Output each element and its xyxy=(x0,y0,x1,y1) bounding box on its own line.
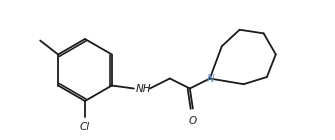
Text: N: N xyxy=(207,74,215,83)
Text: Cl: Cl xyxy=(80,122,90,132)
Text: NH: NH xyxy=(136,83,151,94)
Text: O: O xyxy=(189,116,197,127)
